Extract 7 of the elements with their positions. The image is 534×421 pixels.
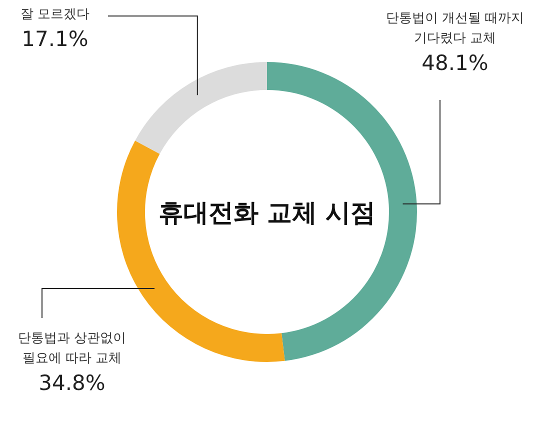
slice-label: 단통법이 개선될 때까지 기다렸다 교체 [386, 11, 524, 46]
data-label: 48.1% [422, 51, 488, 75]
slice-label: 잘 모르겠다 [20, 7, 90, 22]
data-label: 17.1% [22, 27, 88, 51]
data-label: 34.8% [38, 371, 106, 395]
text: 휴대전화 교체 시점 [158, 198, 376, 227]
slice-label: 단통법과 상관없이 필요에 따라 교체 [18, 331, 126, 366]
